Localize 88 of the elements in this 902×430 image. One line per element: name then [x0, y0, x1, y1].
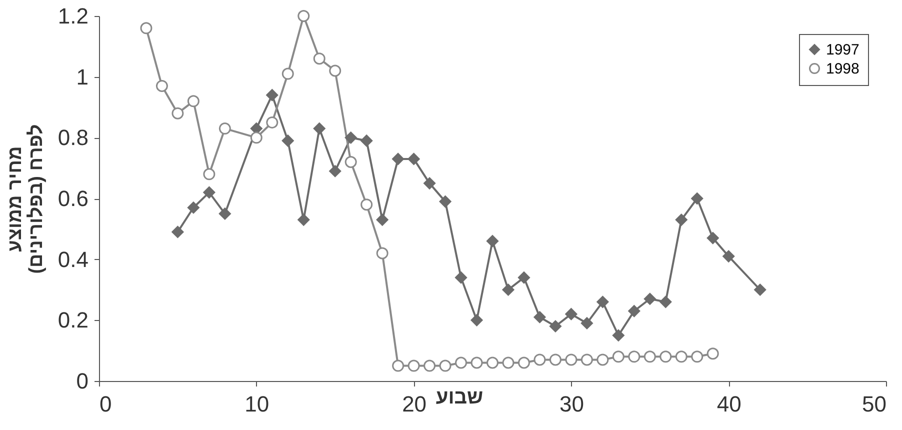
legend-label: 1997	[826, 42, 860, 58]
point	[140, 22, 152, 34]
point	[439, 196, 452, 208]
point	[172, 107, 184, 120]
x-tick-label: 50	[862, 392, 886, 416]
point	[534, 311, 546, 324]
point	[596, 354, 609, 366]
y-tick-label: 1	[76, 64, 88, 90]
y-axis-title: מחיר ממוצע לפרח (בפלורינים)	[4, 124, 47, 274]
point	[691, 192, 704, 204]
point	[376, 214, 388, 226]
point	[392, 360, 404, 372]
point	[408, 152, 420, 165]
point	[691, 350, 704, 363]
point	[282, 134, 294, 147]
point	[470, 356, 483, 369]
point	[675, 350, 688, 363]
point	[518, 356, 530, 369]
point	[360, 198, 373, 211]
y-tick-label: 0	[76, 368, 88, 394]
y-tick-label: 1.2	[58, 4, 88, 28]
point	[549, 320, 562, 332]
point	[298, 10, 310, 22]
point	[408, 360, 420, 372]
point	[218, 208, 231, 220]
point	[486, 356, 498, 369]
point	[344, 132, 357, 144]
y-tick-label: 0.2	[58, 308, 88, 333]
point	[313, 122, 326, 135]
point	[329, 64, 342, 77]
x-tick-label: 10	[244, 392, 270, 416]
x-tick-label: 0	[100, 392, 112, 416]
point	[424, 360, 436, 372]
point	[172, 226, 184, 238]
point	[706, 232, 719, 244]
legend-label: 1998	[826, 60, 860, 78]
x-tick-label: 40	[716, 392, 742, 416]
point	[313, 52, 326, 65]
point	[392, 152, 404, 165]
x-tick-label: 20	[402, 392, 427, 416]
point	[344, 156, 357, 168]
point	[266, 116, 278, 128]
y-tick-label: 0.6	[58, 186, 88, 211]
point	[156, 80, 168, 92]
point	[455, 272, 468, 284]
point	[549, 354, 562, 366]
point	[470, 314, 483, 326]
point	[612, 350, 624, 363]
x-axis-title: שבוע	[436, 386, 484, 408]
point	[250, 132, 262, 144]
point	[722, 250, 735, 262]
x-tick-label: 30	[559, 392, 584, 416]
point	[628, 350, 640, 363]
point	[612, 329, 624, 342]
point	[218, 122, 231, 135]
point	[298, 214, 310, 226]
point	[660, 350, 672, 363]
point	[439, 360, 452, 372]
point	[644, 350, 656, 363]
point	[675, 214, 688, 226]
point	[534, 354, 546, 366]
point	[376, 247, 388, 260]
point	[203, 168, 216, 180]
point	[644, 292, 656, 305]
point	[754, 284, 766, 296]
point	[424, 177, 436, 190]
point	[266, 89, 278, 102]
point	[187, 95, 200, 108]
point	[502, 284, 514, 296]
point	[455, 356, 468, 369]
point	[329, 165, 342, 178]
point	[486, 235, 498, 248]
y-tick-label: 0.8	[58, 125, 88, 150]
point	[518, 272, 530, 284]
y-tick-label: 0.4	[58, 246, 88, 272]
point	[596, 296, 609, 308]
point	[502, 356, 514, 369]
point	[706, 348, 719, 360]
point	[282, 68, 294, 80]
point	[565, 354, 578, 366]
point	[360, 134, 373, 147]
point	[580, 317, 593, 330]
point	[203, 186, 216, 198]
point	[660, 296, 672, 308]
point	[187, 202, 200, 214]
point	[628, 305, 640, 318]
point	[565, 308, 578, 320]
point	[580, 354, 593, 366]
